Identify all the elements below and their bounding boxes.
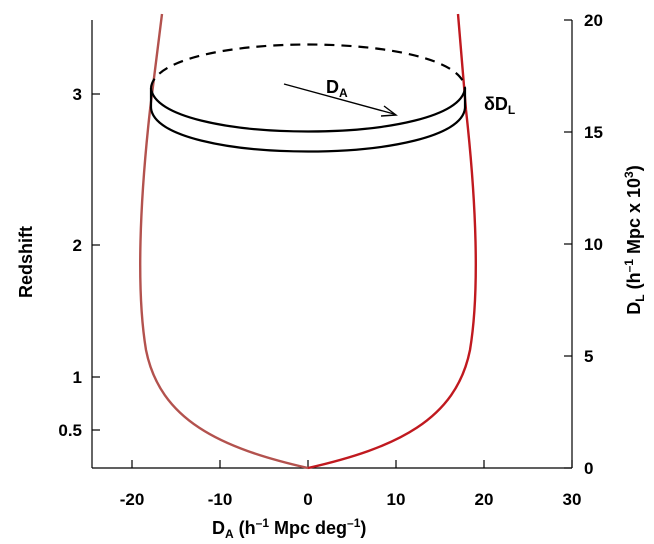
right-axis-title-end: ) bbox=[624, 165, 644, 171]
bottom-tick-label: 10 bbox=[387, 490, 406, 509]
da-label: DA bbox=[326, 77, 348, 100]
bottom-axis-title-end: ) bbox=[360, 518, 366, 538]
right-tick-label: 20 bbox=[584, 11, 603, 30]
right-axis-title-mid: Mpc x 10 bbox=[624, 178, 644, 259]
right-axis-title-sub: L bbox=[633, 294, 647, 301]
right-axis-title-sup2: 3 bbox=[622, 171, 636, 178]
bottom-axis-title-sup2: –1 bbox=[347, 516, 361, 530]
bottom-axis-title-mid: Mpc deg bbox=[269, 518, 347, 538]
right-tick-label: 5 bbox=[584, 347, 593, 366]
bottom-axis-title: DA (h–1 Mpc deg–1) bbox=[212, 516, 366, 541]
bottom-axis-title-sub: A bbox=[225, 527, 234, 541]
left-axis-title: Redshift bbox=[16, 226, 36, 298]
light-cone-left-curve bbox=[139, 13, 309, 470]
bottom-tick-label: -10 bbox=[208, 490, 233, 509]
bottom-axis-title-rest: (h bbox=[234, 518, 256, 538]
bottom-tick-label: 20 bbox=[475, 490, 494, 509]
bottom-axis-title-sup1: –1 bbox=[256, 516, 270, 530]
right-axis-title-main: D bbox=[624, 302, 644, 315]
light-cone-right-curve bbox=[307, 13, 477, 470]
ddl-label-main: δD bbox=[484, 94, 508, 114]
disk-top-dashed-arc bbox=[149, 43, 467, 89]
right-axis-title-rest: (h bbox=[624, 272, 644, 294]
left-tick-label: 2 bbox=[73, 236, 82, 255]
right-axis-title-sup1: –1 bbox=[622, 259, 636, 273]
bottom-tick-label: 30 bbox=[563, 490, 582, 509]
ddl-label: δDL bbox=[484, 94, 515, 117]
right-tick-label: 15 bbox=[584, 123, 603, 142]
bottom-tick-label: 0 bbox=[303, 490, 312, 509]
da-label-sub: A bbox=[339, 86, 348, 100]
da-arrow-head-icon bbox=[380, 105, 398, 117]
shell-bottom-arc bbox=[149, 107, 467, 153]
right-tick-label: 10 bbox=[584, 235, 603, 254]
ddl-label-sub: L bbox=[508, 103, 515, 117]
bottom-tick-label: -20 bbox=[120, 490, 145, 509]
disk-bottom-arc bbox=[149, 87, 467, 133]
da-label-main: D bbox=[326, 77, 339, 97]
left-tick-label: 3 bbox=[73, 85, 82, 104]
da-arrow-line bbox=[283, 83, 395, 115]
right-tick-label: 0 bbox=[584, 459, 593, 478]
left-tick-label: 0.5 bbox=[58, 421, 82, 440]
bottom-axis-title-main: D bbox=[212, 518, 225, 538]
right-axis-title: DL (h–1 Mpc x 103) bbox=[622, 165, 647, 314]
left-tick-label: 1 bbox=[73, 368, 82, 387]
